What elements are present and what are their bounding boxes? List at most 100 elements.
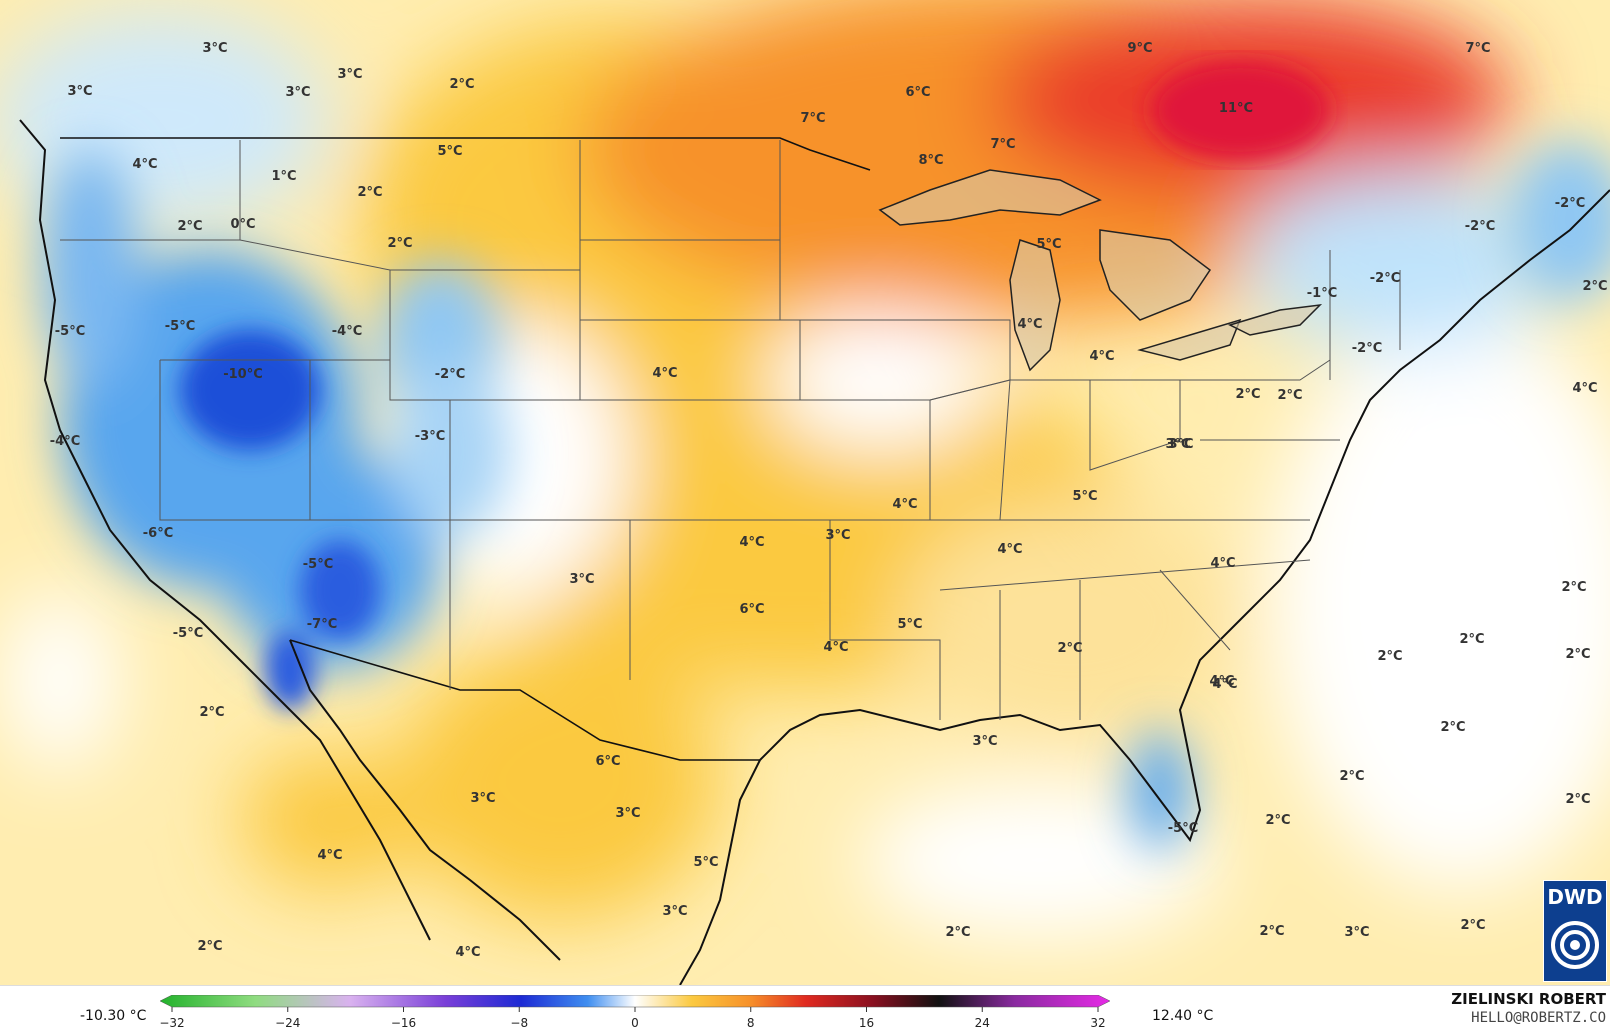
temperature-anomaly-map: 3°C 3°C 3°C 3°C 2°C 4°C 5°C 1°C 2°C 2°C 0°C 2°C -5°C… xyxy=(0,0,1610,985)
scale-tick-label: 16 xyxy=(859,1016,874,1030)
temperature-label: 3°C xyxy=(67,84,92,99)
swirl-icon xyxy=(1551,921,1599,969)
temperature-label: 6°C xyxy=(595,754,620,769)
temperature-label: 2°C xyxy=(357,185,382,200)
scale-tick-label: 32 xyxy=(1090,1016,1105,1030)
temperature-label: 3°C xyxy=(1344,925,1369,940)
temperature-label: 2°C xyxy=(1265,813,1290,828)
temperature-label: 2°C xyxy=(1565,792,1590,807)
temperature-label: -5°C xyxy=(303,557,333,572)
temperature-label: 4°C xyxy=(1209,674,1234,689)
temperature-label: -2°C xyxy=(435,367,465,382)
temperature-label: 2°C xyxy=(1561,580,1586,595)
temperature-label: -5°C xyxy=(173,626,203,641)
temperature-label: 5°C xyxy=(437,144,462,159)
temperature-label: 3°C xyxy=(615,806,640,821)
temperature-label: -7°C xyxy=(307,617,337,632)
temperature-label: 8°C xyxy=(918,153,943,168)
temperature-label: 9°C xyxy=(1127,41,1152,56)
temperature-label: 7°C xyxy=(800,111,825,126)
warm-core-northeast xyxy=(1150,60,1330,160)
temperature-label: -2°C xyxy=(1370,271,1400,286)
dwd-logo-text: DWD xyxy=(1547,885,1603,909)
scale-tick-label: 24 xyxy=(975,1016,990,1030)
temperature-label: 4°C xyxy=(823,640,848,655)
temperature-label: 2°C xyxy=(1582,279,1607,294)
temperature-label: 2°C xyxy=(1565,647,1590,662)
temperature-label: -6°C xyxy=(143,526,173,541)
temperature-label: -2°C xyxy=(1352,341,1382,356)
temperature-label: 4°C xyxy=(1572,381,1597,396)
temperature-label: 3°C xyxy=(825,528,850,543)
temperature-label: 2°C xyxy=(1339,769,1364,784)
scale-tick-label: 0 xyxy=(631,1016,639,1030)
state-borders xyxy=(60,140,1401,720)
temperature-label: 5°C xyxy=(1072,489,1097,504)
temperature-label: 2°C xyxy=(197,939,222,954)
temperature-label: -3°C xyxy=(415,429,445,444)
temperature-label: 2°C xyxy=(387,236,412,251)
temperature-label: 2°C xyxy=(945,925,970,940)
temperature-label: 3°C xyxy=(202,41,227,56)
temperature-label: 2°C xyxy=(1459,632,1484,647)
temperature-label: 4°C xyxy=(652,366,677,381)
temperature-label: 2°C xyxy=(199,705,224,720)
temperature-label: 4°C xyxy=(1212,677,1237,692)
temperature-label: 4°C xyxy=(132,157,157,172)
temperature-label: 11°C xyxy=(1219,101,1253,116)
scale-tick-label: −24 xyxy=(275,1016,300,1030)
temperature-label: 6°C xyxy=(905,85,930,100)
temperature-label: 2°C xyxy=(1460,918,1485,933)
temperature-label: -2°C xyxy=(1555,196,1585,211)
temperature-label: -5°C xyxy=(55,324,85,339)
legend-bar xyxy=(0,985,1610,1036)
temperature-label: 3°C xyxy=(285,85,310,100)
temperature-label: -5°C xyxy=(1168,821,1198,836)
temperature-label: -10°C xyxy=(223,367,263,382)
temperature-label: 0°C xyxy=(230,217,255,232)
temperature-label: 3°C xyxy=(972,734,997,749)
temperature-label: -4°C xyxy=(332,324,362,339)
temperature-label: 2°C xyxy=(1377,649,1402,664)
great-lakes xyxy=(878,169,1323,372)
temperature-label: 3°C xyxy=(1165,437,1190,452)
temperature-label: 3°C xyxy=(662,904,687,919)
temperature-label: 4°C xyxy=(317,848,342,863)
temperature-label: 4°C xyxy=(892,497,917,512)
temperature-label: 4°C xyxy=(1089,349,1114,364)
temperature-label: 2°C xyxy=(1057,641,1082,656)
author-credit: ZIELINSKI ROBERT xyxy=(1451,990,1606,1008)
scale-tick-label: 8 xyxy=(747,1016,755,1030)
coastlines xyxy=(19,119,1610,985)
temperature-label: 7°C xyxy=(1465,41,1490,56)
temperature-label: 5°C xyxy=(897,617,922,632)
temperature-label: 2°C xyxy=(1440,720,1465,735)
legend-max-value: 12.40 °C xyxy=(1152,1008,1214,1024)
temperature-label: -2°C xyxy=(1465,219,1495,234)
temperature-label: -4°C xyxy=(50,434,80,449)
temperature-label: 5°C xyxy=(1036,237,1061,252)
temperature-label: 4°C xyxy=(1017,317,1042,332)
author-email: HELLO@ROBERTZ.CO xyxy=(1471,1010,1606,1026)
temperature-label: -1°C xyxy=(1307,286,1337,301)
scale-tick-label: −8 xyxy=(510,1016,528,1030)
temperature-labels: 3°C 3°C 3°C 3°C 2°C 4°C 5°C 1°C 2°C 2°C 0°C 2°C -5°C… xyxy=(50,41,1608,960)
temperature-label: 7°C xyxy=(990,137,1015,152)
temperature-label: 4°C xyxy=(455,945,480,960)
temperature-label: 2°C xyxy=(1235,387,1260,402)
temperature-label: 2°C xyxy=(1277,388,1302,403)
temperature-label: 4°C xyxy=(739,535,764,550)
scale-tick-label: −16 xyxy=(391,1016,416,1030)
national-borders xyxy=(60,137,871,761)
temperature-label: 3°C xyxy=(569,572,594,587)
temperature-label: 4°C xyxy=(1210,556,1235,571)
dwd-logo: DWD xyxy=(1543,880,1607,982)
temperature-label: 3°C xyxy=(337,67,362,82)
temperature-label: 5°C xyxy=(693,855,718,870)
temperature-label: 2°C xyxy=(177,219,202,234)
temperature-label: 4°C xyxy=(997,542,1022,557)
color-scale: −32 −24 −16 −8 0 8 16 24 32 xyxy=(160,995,1110,1030)
temperature-label: 3°C xyxy=(1168,437,1193,452)
temperature-label: -5°C xyxy=(165,319,195,334)
scale-tick-label: −32 xyxy=(160,1016,185,1030)
